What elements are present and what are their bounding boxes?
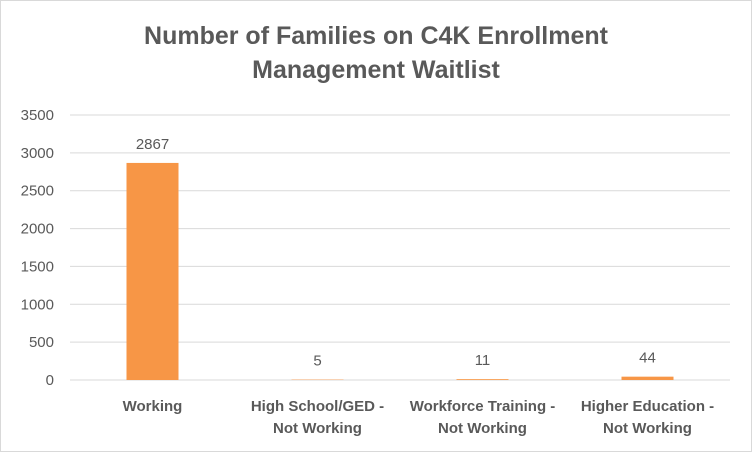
y-tick-label: 2000 <box>21 221 54 238</box>
x-tick-label: Workforce Training - <box>410 398 556 415</box>
chart-title-line-1: Number of Families on C4K Enrollment <box>144 22 608 50</box>
bar <box>621 376 674 380</box>
x-tick-label: Not Working <box>603 420 692 437</box>
chart-title: Number of Families on C4K Enrollment Man… <box>1 19 751 87</box>
x-tick-label: Not Working <box>438 420 527 437</box>
y-tick-label: 3000 <box>21 145 54 162</box>
x-tick-label: Working <box>123 398 183 415</box>
y-tick-label: 2500 <box>21 183 54 200</box>
x-tick-label: Not Working <box>273 420 362 437</box>
y-tick-label: 0 <box>46 372 54 389</box>
y-tick-label: 1500 <box>21 258 54 275</box>
bar <box>456 379 509 380</box>
x-tick-label: Higher Education - <box>581 398 714 415</box>
data-label: 11 <box>475 352 491 369</box>
bar <box>126 162 179 380</box>
chart-title-line-2: Management Waitlist <box>252 56 500 84</box>
y-tick-label: 500 <box>29 334 54 351</box>
data-label: 2867 <box>136 136 169 153</box>
y-tick-label: 3500 <box>21 107 54 124</box>
data-label: 5 <box>313 353 321 370</box>
data-label: 44 <box>639 350 656 367</box>
y-tick-label: 1000 <box>21 296 54 313</box>
x-tick-label: High School/GED - <box>251 398 384 415</box>
